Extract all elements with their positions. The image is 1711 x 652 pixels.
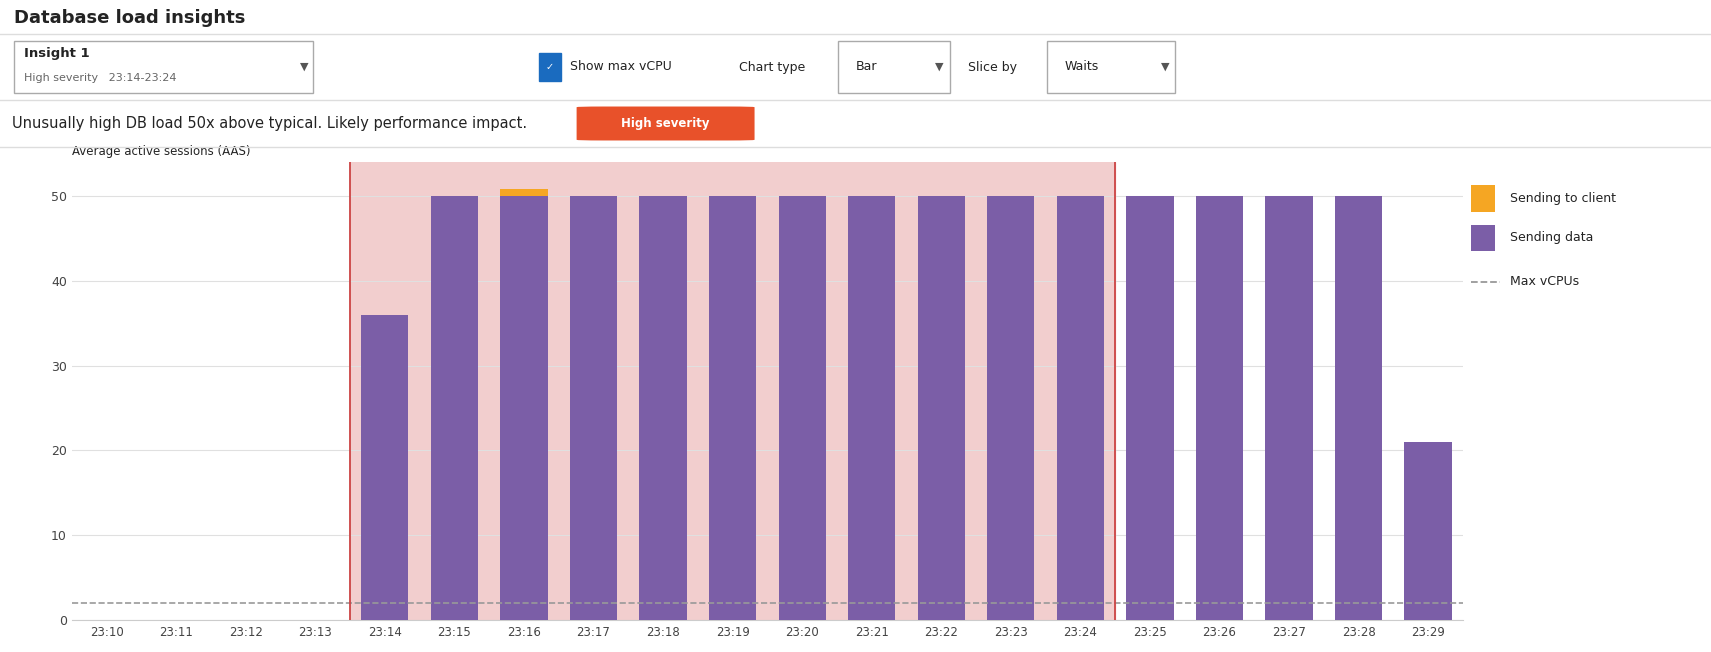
Bar [917, 196, 965, 620]
Text: Slice by: Slice by [968, 61, 1018, 74]
Text: High severity   23:14-23:24: High severity 23:14-23:24 [24, 73, 176, 83]
Text: Show max vCPU: Show max vCPU [570, 61, 671, 74]
FancyBboxPatch shape [1471, 185, 1495, 211]
Bar [987, 196, 1035, 620]
Text: Waits: Waits [1064, 61, 1098, 74]
Bar [708, 196, 756, 620]
Bar [1335, 196, 1382, 620]
Text: Insight 1: Insight 1 [24, 47, 89, 60]
Text: High severity: High severity [621, 117, 710, 130]
Text: ▼: ▼ [936, 62, 943, 72]
Bar [431, 196, 477, 620]
Text: Unusually high DB load 50x above typical. Likely performance impact.: Unusually high DB load 50x above typical… [12, 116, 527, 131]
Text: Max vCPUs: Max vCPUs [1509, 275, 1579, 288]
Text: ✓: ✓ [546, 62, 554, 72]
Text: ▼: ▼ [301, 62, 308, 72]
Text: ▼: ▼ [1162, 62, 1169, 72]
Text: Average active sessions (AAS): Average active sessions (AAS) [72, 145, 250, 158]
Bar [351, 162, 1116, 620]
Bar [1126, 196, 1174, 620]
Bar [1196, 196, 1244, 620]
FancyBboxPatch shape [1047, 41, 1175, 93]
Bar [779, 196, 826, 620]
Text: Sending data: Sending data [1509, 231, 1593, 244]
Bar [361, 315, 409, 620]
FancyBboxPatch shape [539, 53, 561, 81]
Text: Chart type: Chart type [739, 61, 806, 74]
Bar [570, 196, 618, 620]
Bar [849, 196, 895, 620]
FancyBboxPatch shape [838, 41, 950, 93]
Bar [1057, 196, 1104, 620]
Text: Bar: Bar [856, 61, 878, 74]
Bar [1266, 196, 1312, 620]
Bar [1405, 442, 1451, 620]
FancyBboxPatch shape [577, 106, 755, 140]
Bar [500, 196, 548, 620]
FancyBboxPatch shape [1471, 224, 1495, 250]
FancyBboxPatch shape [14, 41, 313, 93]
Bar [500, 189, 548, 196]
Text: Database load insights: Database load insights [14, 9, 245, 27]
Text: Sending to client: Sending to client [1509, 192, 1615, 205]
Bar [640, 196, 686, 620]
